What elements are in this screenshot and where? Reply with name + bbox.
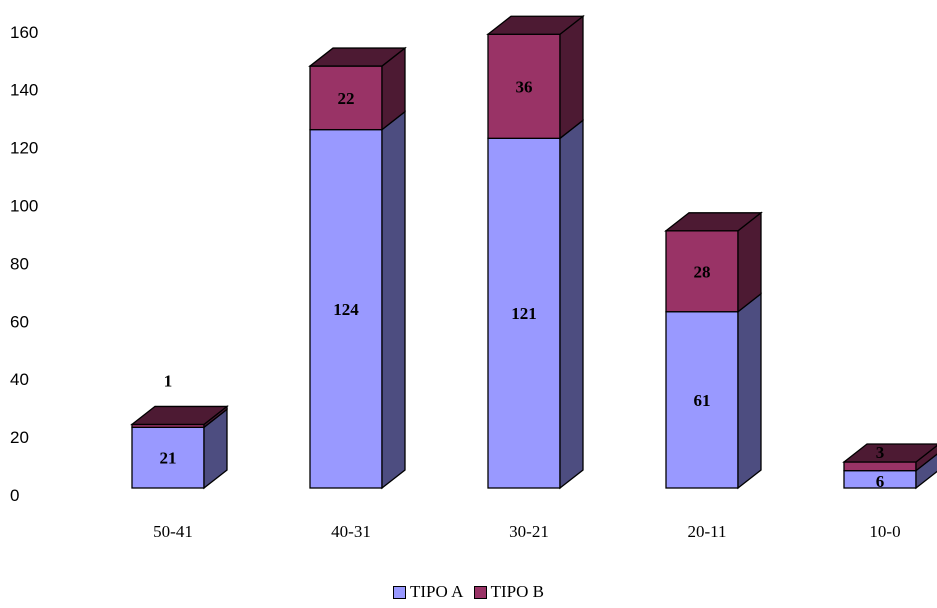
bar-tipo-a-50-41 — [131, 407, 228, 490]
bar-tipo-a-20-11 — [665, 292, 762, 490]
y-tick-label-60: 60 — [10, 312, 29, 331]
bar-side-tipo-a-10-0 — [915, 453, 937, 490]
y-axis-ticks: 0 20 40 60 80 100 120 140 160 — [10, 23, 38, 505]
bar-top-40-31 — [308, 47, 407, 67]
y-tick-label-140: 140 — [10, 81, 38, 100]
x-tick-label-20-11: 20-11 — [687, 522, 726, 541]
bar-tipo-b-50-41 — [130, 405, 229, 429]
bar-side-tipo-b-30-21 — [559, 14, 584, 140]
data-label-tipo-b-40-31: 22 — [338, 89, 355, 108]
legend-label-tipo-b: TIPO B — [490, 582, 544, 601]
bar-front-tipo-b-20-11 — [665, 230, 739, 313]
data-label-tipo-a-10-0: 6 — [876, 472, 885, 491]
bar-tipo-b-10-0 — [842, 443, 937, 472]
x-tick-label-10-0: 10-0 — [869, 522, 900, 541]
data-label-tipo-b-20-11: 28 — [694, 262, 711, 281]
data-label-tipo-a-30-21: 121 — [511, 304, 537, 323]
x-tick-label-30-21: 30-21 — [509, 522, 549, 541]
data-label-tipo-b-30-21: 36 — [516, 77, 533, 96]
data-label-tipo-b-50-41: 1 — [164, 371, 173, 390]
bar-side-tipo-a-20-11 — [737, 292, 762, 490]
y-tick-label-160: 160 — [10, 23, 38, 42]
y-tick-label-80: 80 — [10, 254, 29, 273]
legend-swatch-tipo-b — [473, 585, 487, 599]
x-axis-ticks: 50-41 40-31 30-21 20-11 10-0 — [153, 522, 900, 541]
data-labels: 21 1 124 22 121 36 61 28 6 3 — [160, 77, 885, 491]
bar-side-tipo-a-30-21 — [559, 118, 584, 490]
data-label-tipo-a-20-11: 61 — [694, 391, 711, 410]
bar-side-tipo-b-10-0 — [915, 444, 937, 472]
bar-top-50-41 — [130, 405, 229, 426]
data-label-tipo-a-50-41: 21 — [160, 449, 177, 468]
bar-top-10-0 — [842, 443, 937, 463]
y-tick-label-20: 20 — [10, 428, 29, 447]
bar-front-tipo-a-20-11 — [665, 311, 739, 489]
bar-top-30-21 — [486, 15, 585, 35]
data-label-tipo-b-10-0: 3 — [876, 443, 885, 462]
legend: TIPO A TIPO B — [0, 582, 937, 604]
bar-side-tipo-a-40-31 — [381, 110, 406, 490]
x-tick-label-50-41: 50-41 — [153, 522, 193, 541]
bar-tipo-b-20-11 — [664, 211, 763, 314]
bar-front-tipo-a-40-31 — [309, 128, 383, 489]
bar-tipo-a-40-31 — [309, 110, 406, 490]
data-label-tipo-a-40-31: 124 — [333, 300, 359, 319]
bar-tipo-b-30-21 — [486, 14, 585, 140]
legend-item-tipo-a: TIPO A — [393, 582, 463, 602]
bar-front-tipo-a-50-41 — [131, 426, 205, 489]
y-tick-label-40: 40 — [10, 370, 29, 389]
bars — [130, 14, 937, 490]
bar-front-tipo-b-40-31 — [309, 65, 383, 131]
bar-front-tipo-b-10-0 — [843, 461, 917, 472]
legend-swatch-tipo-a — [393, 585, 406, 599]
y-tick-label-120: 120 — [10, 139, 38, 158]
legend-label-tipo-a: TIPO A — [410, 582, 464, 601]
y-tick-label-100: 100 — [10, 197, 38, 216]
legend-item-tipo-b: TIPO B — [473, 582, 544, 602]
bar-tipo-b-40-31 — [308, 46, 407, 131]
bar-top-20-11 — [664, 212, 763, 232]
x-tick-label-40-31: 40-31 — [331, 522, 371, 541]
bar-tipo-a-30-21 — [487, 118, 584, 490]
y-tick-label-0: 0 — [10, 486, 19, 505]
